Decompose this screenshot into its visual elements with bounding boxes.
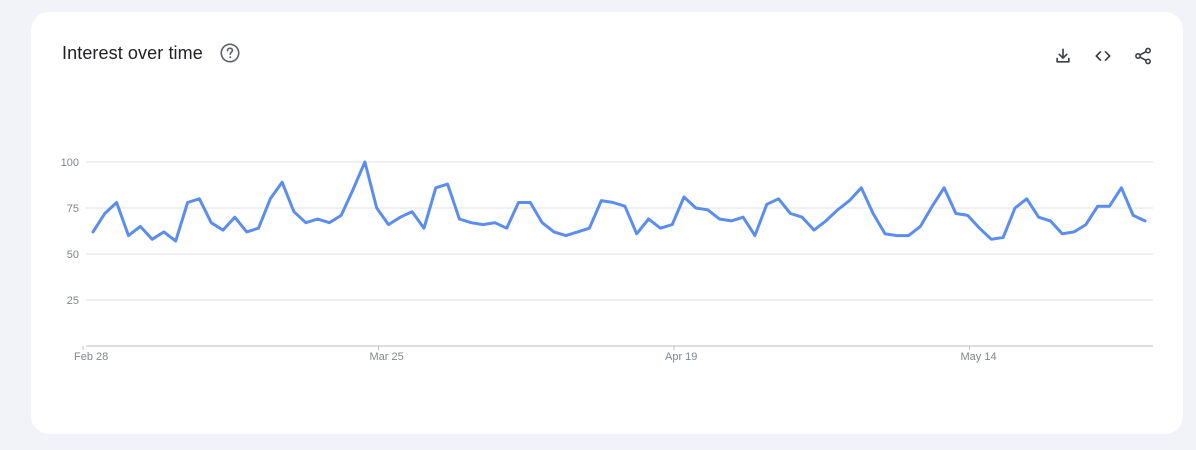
x-tick-label: Mar 25 xyxy=(370,351,404,363)
y-tick-label: 25 xyxy=(67,295,79,307)
y-tick-labels: 25 50 75 100 xyxy=(61,157,79,307)
x-tick-label: Apr 19 xyxy=(665,351,697,363)
y-tick-label: 50 xyxy=(67,249,79,261)
y-tick-label: 75 xyxy=(67,203,79,215)
embed-code-icon[interactable] xyxy=(1091,44,1115,68)
series-layer xyxy=(91,160,1147,243)
y-tick-label: 100 xyxy=(61,157,79,169)
x-tick-labels: Feb 28 Mar 25 Apr 19 May 14 xyxy=(74,346,997,363)
interest-over-time-card: Interest over time xyxy=(31,12,1183,434)
grid-layer xyxy=(86,161,1153,347)
x-tick-label: Feb 28 xyxy=(74,351,108,363)
help-circle-icon[interactable] xyxy=(219,42,241,64)
series-line[interactable] xyxy=(91,160,1147,243)
download-icon[interactable] xyxy=(1051,44,1075,68)
chart-actions xyxy=(1051,44,1155,68)
chart-title: Interest over time xyxy=(62,42,203,63)
card-header: Interest over time xyxy=(62,42,241,64)
share-icon[interactable] xyxy=(1131,44,1155,68)
x-tick-label: May 14 xyxy=(961,351,997,363)
interest-line-chart: 25 50 75 100 Feb 28 Mar 25 Apr 19 May 14 xyxy=(61,157,1153,363)
